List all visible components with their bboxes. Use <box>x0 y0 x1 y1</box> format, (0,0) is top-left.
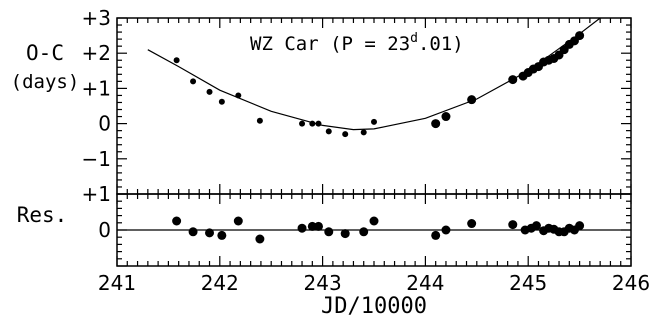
oc-data-points <box>173 31 585 138</box>
x-tick-label: 244 <box>406 271 444 295</box>
x-tick-labels: 241 242 243 244 245 246 <box>98 271 650 295</box>
oc-y-label-line1: O-C <box>26 41 64 65</box>
residual-data-point <box>307 221 317 231</box>
oc-data-point <box>441 112 451 122</box>
oc-panel: −1 0 +1 +2 +3 WZ Car (P = 23d.01) O-C (days) <box>11 6 632 195</box>
residual-data-point <box>313 221 323 231</box>
residual-y-tick-label: +1 <box>82 182 111 206</box>
x-axis-label: JD/10000 <box>321 294 427 319</box>
oc-data-point <box>467 95 477 105</box>
x-tick-label: 246 <box>612 271 650 295</box>
oc-y-tick-labels: −1 0 +1 +2 +3 <box>82 6 111 171</box>
oc-y-tick-label: −1 <box>82 147 111 171</box>
oc-data-point <box>342 131 349 138</box>
annotation-prefix: WZ Car (P = 23 <box>250 33 410 55</box>
x-tick-label: 243 <box>304 271 342 295</box>
oc-data-point <box>235 92 242 99</box>
oc-y-label-line2: (days) <box>11 71 80 93</box>
residual-y-tick-labels: 0 +1 <box>82 182 111 242</box>
oc-data-point <box>315 120 322 127</box>
oc-y-tick-label: +1 <box>82 76 111 100</box>
residual-data-point <box>217 230 227 240</box>
oc-data-point <box>206 88 213 95</box>
residual-data-point <box>297 223 307 233</box>
residual-data-point <box>172 216 182 226</box>
residual-data-point <box>233 216 243 226</box>
oc-data-point <box>575 31 585 41</box>
x-tick-label: 241 <box>98 271 136 295</box>
annotation-suffix: .01) <box>418 33 464 55</box>
residual-axis-ticks <box>116 193 632 267</box>
residual-data-point <box>508 220 518 230</box>
residual-data-point <box>431 230 441 240</box>
chart-annotation: WZ Car (P = 23d.01) <box>250 31 464 55</box>
residual-data-point <box>531 221 541 231</box>
oc-data-point <box>173 57 180 64</box>
oc-data-point <box>218 98 225 105</box>
oc-data-point <box>299 120 306 127</box>
residual-data-points <box>172 216 585 244</box>
oc-axis-ticks <box>116 17 632 195</box>
residual-data-point <box>324 227 334 237</box>
residual-data-point <box>188 227 198 237</box>
residual-y-tick-label: 0 <box>98 218 111 242</box>
oc-data-point <box>371 118 377 125</box>
oc-data-point <box>325 128 332 135</box>
residual-data-point <box>575 221 585 231</box>
x-tick-label: 242 <box>201 271 239 295</box>
residual-data-point <box>255 234 265 244</box>
oc-data-point <box>508 75 518 85</box>
residual-y-label: Res. <box>17 203 68 227</box>
oc-data-point <box>190 78 197 85</box>
residual-panel: 0 +1 241 242 243 244 245 246 Res. JD/10000 <box>17 182 650 319</box>
oc-data-point <box>309 120 316 127</box>
residual-data-point <box>441 225 451 235</box>
oc-data-point <box>256 117 263 124</box>
oc-y-tick-label: +3 <box>82 6 111 30</box>
oc-y-tick-label: 0 <box>98 112 111 136</box>
oc-data-point <box>431 119 441 129</box>
oc-y-tick-label: +2 <box>82 41 111 65</box>
x-tick-label: 245 <box>509 271 547 295</box>
oc-data-point <box>360 129 367 136</box>
residual-data-point <box>340 229 350 239</box>
residual-data-point <box>359 227 369 237</box>
residual-data-point <box>205 228 215 238</box>
annotation-superscript: d <box>410 31 418 46</box>
residual-data-point <box>467 219 477 229</box>
residual-data-point <box>369 216 379 226</box>
